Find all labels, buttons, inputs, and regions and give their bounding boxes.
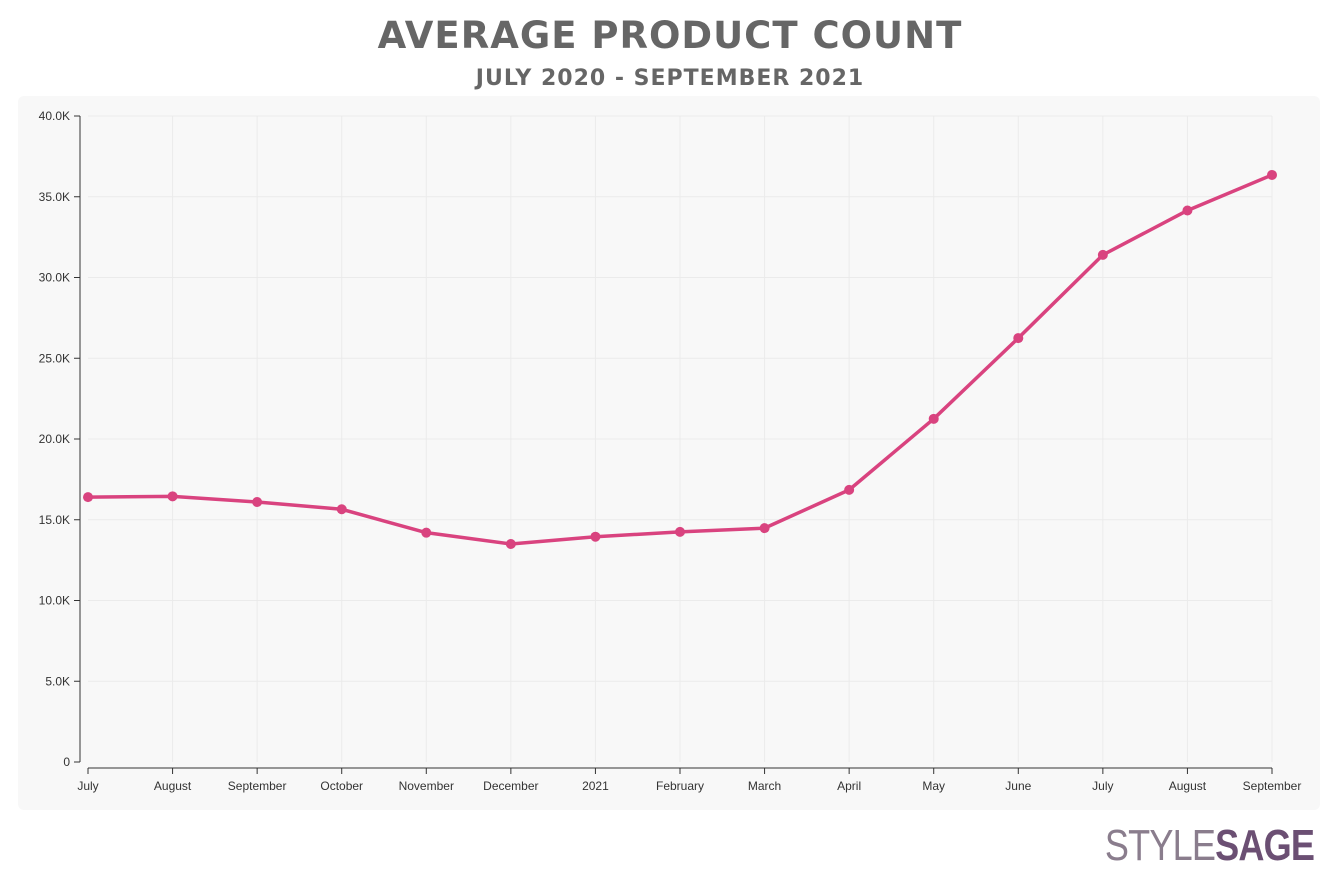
chart-title: AVERAGE PRODUCT COUNT — [377, 14, 963, 57]
stylesage-logo: STYLESAGE — [1104, 821, 1315, 870]
y-tick-label: 35.0K — [39, 190, 70, 204]
y-tick-label: 5.0K — [45, 674, 70, 688]
x-tick-label: June — [1005, 779, 1031, 793]
y-tick-label: 40.0K — [39, 109, 70, 123]
data-point — [1097, 249, 1108, 260]
y-tick-label: 20.0K — [39, 432, 70, 446]
data-point — [336, 504, 347, 515]
data-point — [421, 527, 432, 538]
logo-part-style: STYLE — [1104, 821, 1216, 870]
data-point — [590, 531, 601, 542]
data-point — [505, 538, 516, 549]
x-tick-label: July — [1092, 779, 1113, 793]
x-tick-label: March — [748, 779, 781, 793]
x-tick-label: November — [399, 779, 454, 793]
y-tick-label: 15.0K — [39, 513, 70, 527]
y-tick-label: 30.0K — [39, 271, 70, 285]
x-tick-label: April — [837, 779, 861, 793]
x-tick-label: September — [228, 779, 287, 793]
x-tick-label: July — [77, 779, 98, 793]
chart-subtitle: JULY 2020 - SEPTEMBER 2021 — [475, 66, 865, 91]
x-tick-label: October — [320, 779, 363, 793]
data-point — [1267, 169, 1277, 180]
data-point — [759, 523, 770, 534]
data-point — [83, 492, 93, 503]
data-point — [1013, 333, 1024, 344]
data-point — [675, 526, 685, 537]
x-tick-label: August — [154, 779, 192, 793]
x-tick-label: September — [1243, 779, 1302, 793]
y-tick-label: 0 — [63, 755, 70, 769]
x-tick-label: 2021 — [582, 779, 609, 793]
data-point — [1182, 205, 1193, 216]
data-point — [928, 413, 939, 424]
x-tick-label: February — [656, 779, 704, 793]
logo-part-sage: SAGE — [1215, 821, 1315, 870]
data-point — [844, 484, 855, 495]
x-tick-label: May — [922, 779, 945, 793]
data-point — [167, 491, 178, 502]
y-tick-label: 10.0K — [39, 594, 70, 608]
x-tick-label: August — [1169, 779, 1207, 793]
y-tick-label: 25.0K — [39, 351, 70, 365]
x-tick-label: December — [483, 779, 538, 793]
data-point — [252, 496, 263, 507]
